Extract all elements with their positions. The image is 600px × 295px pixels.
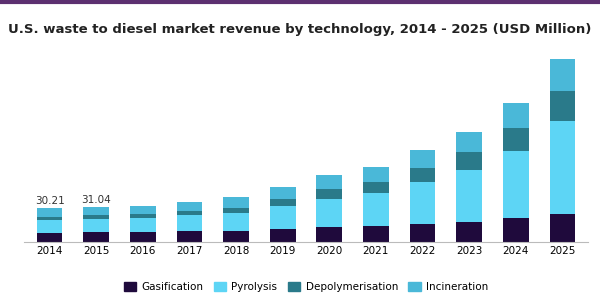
- Bar: [503, 103, 529, 128]
- Bar: [316, 176, 342, 189]
- Bar: [503, 128, 529, 151]
- Bar: [503, 151, 529, 218]
- Bar: [176, 215, 202, 231]
- Bar: [270, 187, 296, 199]
- Bar: [37, 208, 62, 217]
- Text: U.S. waste to diesel market revenue by technology, 2014 - 2025 (USD Million): U.S. waste to diesel market revenue by t…: [8, 23, 592, 36]
- Text: 31.04: 31.04: [82, 195, 111, 205]
- Bar: [457, 170, 482, 222]
- Bar: [363, 194, 389, 226]
- Bar: [316, 189, 342, 199]
- Bar: [270, 199, 296, 206]
- Bar: [363, 167, 389, 182]
- Legend: Gasification, Pyrolysis, Depolymerisation, Incineration: Gasification, Pyrolysis, Depolymerisatio…: [119, 278, 493, 295]
- Bar: [176, 231, 202, 242]
- Bar: [270, 206, 296, 229]
- Bar: [83, 207, 109, 215]
- Bar: [550, 91, 575, 121]
- Bar: [550, 214, 575, 242]
- Bar: [223, 231, 249, 242]
- Bar: [363, 182, 389, 194]
- Bar: [410, 150, 436, 168]
- Bar: [130, 218, 155, 232]
- Bar: [316, 199, 342, 227]
- Bar: [270, 229, 296, 242]
- Bar: [223, 213, 249, 231]
- Bar: [457, 222, 482, 242]
- Bar: [83, 215, 109, 219]
- Bar: [363, 226, 389, 242]
- Bar: [223, 208, 249, 213]
- Bar: [410, 182, 436, 224]
- Bar: [550, 121, 575, 214]
- Bar: [37, 220, 62, 233]
- Bar: [176, 211, 202, 215]
- Bar: [37, 217, 62, 220]
- Bar: [83, 219, 109, 232]
- Text: 30.21: 30.21: [35, 196, 64, 206]
- Bar: [176, 202, 202, 211]
- Bar: [410, 168, 436, 182]
- Bar: [503, 218, 529, 242]
- Bar: [130, 214, 155, 218]
- Bar: [457, 152, 482, 170]
- Bar: [83, 232, 109, 242]
- Bar: [37, 233, 62, 242]
- Bar: [130, 232, 155, 242]
- Bar: [130, 206, 155, 214]
- Bar: [410, 224, 436, 242]
- Bar: [550, 59, 575, 91]
- Bar: [457, 132, 482, 152]
- Bar: [316, 227, 342, 242]
- Bar: [223, 197, 249, 208]
